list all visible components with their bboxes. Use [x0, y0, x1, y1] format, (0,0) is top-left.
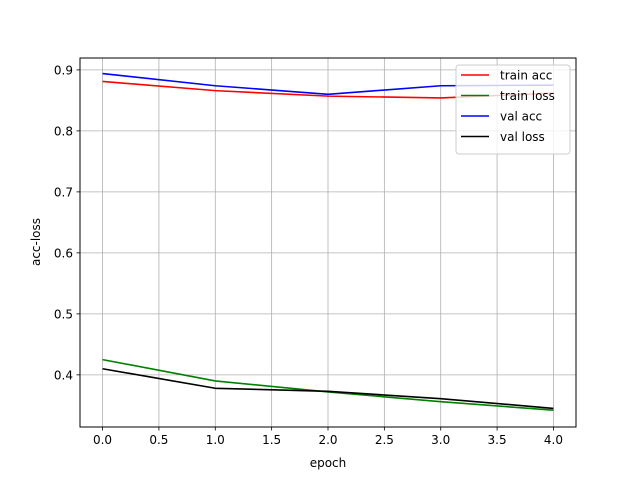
legend-label-val-loss: val loss — [500, 130, 545, 144]
x-tick-label: 2.5 — [375, 433, 394, 447]
grid-lines — [80, 58, 576, 427]
y-tick-label: 0.5 — [54, 307, 73, 321]
x-tick-label: 0.5 — [149, 433, 168, 447]
legend-label-train-loss: train loss — [500, 89, 555, 103]
x-tick-label: 0.0 — [93, 433, 112, 447]
legend-box — [455, 64, 571, 155]
y-tick-label: 0.9 — [54, 63, 73, 77]
x-tick-label: 2.0 — [318, 433, 337, 447]
series-line-val-loss — [102, 367, 554, 410]
x-tick-label: 3.5 — [488, 433, 507, 447]
y-tick-label: 0.7 — [54, 185, 73, 199]
legend: train acc train loss val acc val loss — [455, 64, 571, 155]
y-axis-label: acc-loss — [29, 218, 43, 266]
x-tick-label: 1.0 — [206, 433, 225, 447]
legend-label-train-acc: train acc — [500, 69, 552, 83]
x-tick-label: 4.0 — [544, 433, 563, 447]
x-tick-label: 3.0 — [431, 433, 450, 447]
y-tick-label: 0.8 — [54, 124, 73, 138]
x-axis-label: epoch — [310, 456, 347, 470]
axis-ticks: 0.0 0.5 1.0 1.5 2.0 2.5 3.0 3.5 4.0 0.4 0.5 0.6 0.7 0… — [54, 63, 563, 447]
legend-label-val-acc: val acc — [500, 110, 542, 124]
y-tick-label: 0.4 — [54, 368, 73, 382]
x-tick-label: 1.5 — [262, 433, 281, 447]
y-tick-label: 0.6 — [54, 246, 73, 260]
